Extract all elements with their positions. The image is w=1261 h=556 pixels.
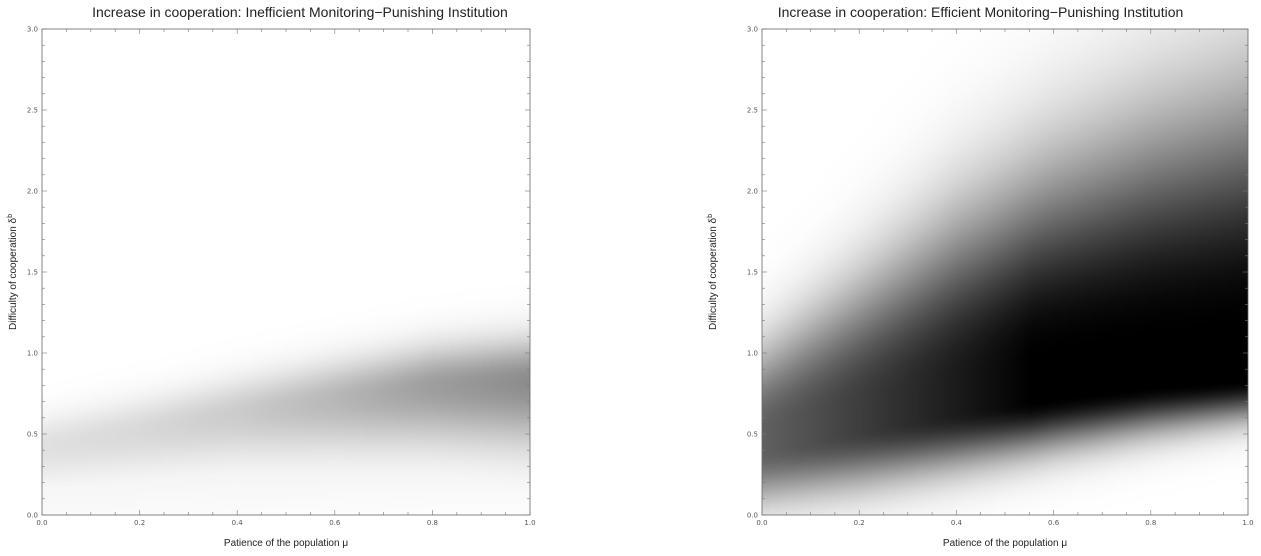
y-tick-label: 0.5 [747,431,758,439]
x-tick-label: 0.6 [1048,519,1060,527]
y-tick-label: 2.5 [747,107,758,115]
x-axis-label: Patience of the population μ [943,538,1067,549]
chart-left: Increase in cooperation: Inefficient Mon… [0,0,600,556]
x-axis: 0.0 0.2 0.4 0.6 0.8 1.0 [36,29,536,527]
y-tick-label: 2.0 [747,188,758,196]
x-tick-label: 0.0 [756,519,767,527]
x-tick-label: 1.0 [1242,519,1253,527]
x-tick-label: 0.8 [1145,519,1156,527]
x-tick-label: 0.4 [951,519,963,527]
y-tick-label: 1.5 [27,269,38,277]
heatmap-image [762,29,1248,515]
x-tick-label: 0.8 [427,519,438,527]
y-tick-label: 0.0 [27,512,38,520]
x-tick-label: 0.2 [854,519,865,527]
heatmap-right: 0.0 0.2 0.4 0.6 0.8 1.0 0.0 0.5 1.0 1.5 2.0 2.5 3.0… [707,26,1254,550]
y-tick-label: 1.5 [747,269,758,277]
heatmap-left: 0.0 0.2 0.4 0.6 0.8 1.0 0.0 0.5 1.0 1.5 2.0 2.5 3.0… [7,26,536,550]
y-tick-label: 0.5 [27,431,38,439]
y-axis: 0.0 0.5 1.0 1.5 2.0 2.5 3.0 [747,26,1248,520]
y-tick-label: 1.0 [27,350,38,358]
x-tick-label: 0.0 [36,519,47,527]
y-tick-label: 1.0 [747,350,758,358]
x-axis: 0.0 0.2 0.4 0.6 0.8 1.0 [756,29,1254,527]
y-tick-label: 3.0 [27,26,38,34]
chart-right: Increase in cooperation: Efficient Monit… [700,0,1261,556]
x-axis-label: Patience of the population μ [224,538,348,549]
y-tick-label: 2.5 [27,107,38,115]
y-axis-label: Difficulty of cooperation δb [707,214,719,330]
heatmap-image [42,29,530,515]
y-axis: 0.0 0.5 1.0 1.5 2.0 2.5 3.0 [27,26,530,520]
y-tick-label: 3.0 [747,26,758,34]
y-tick-label: 0.0 [747,512,758,520]
x-tick-label: 0.6 [329,519,341,527]
x-tick-label: 0.2 [134,519,145,527]
y-axis-label: Difficulty of cooperation δb [7,214,19,330]
x-tick-label: 1.0 [524,519,535,527]
y-tick-label: 2.0 [27,188,38,196]
y-axis-label-superscript: b [7,214,14,218]
y-axis-label-superscript: b [707,214,714,218]
x-tick-label: 0.4 [232,519,244,527]
chart-title: Increase in cooperation: Inefficient Mon… [92,4,508,20]
chart-title: Increase in cooperation: Efficient Monit… [777,4,1184,20]
